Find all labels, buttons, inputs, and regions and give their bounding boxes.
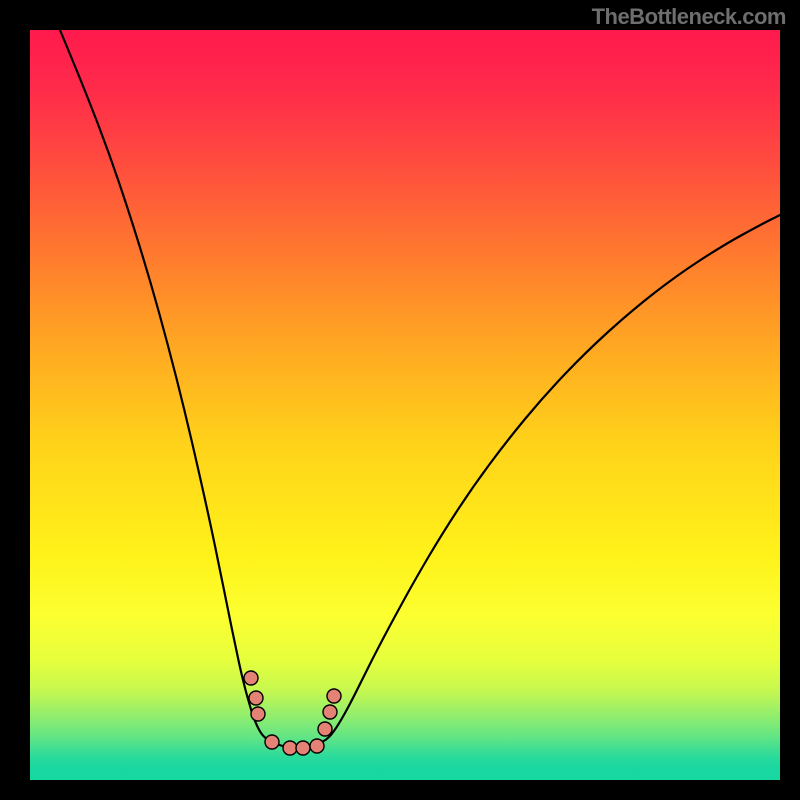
curve-marker [310, 739, 324, 753]
chart-container: TheBottleneck.com [0, 0, 800, 800]
curve-marker [265, 735, 279, 749]
plot-background [30, 30, 780, 780]
watermark-text: TheBottleneck.com [592, 4, 786, 30]
curve-marker [251, 707, 265, 721]
curve-marker [327, 689, 341, 703]
curve-marker [323, 705, 337, 719]
curve-marker [283, 741, 297, 755]
curve-marker [244, 671, 258, 685]
curve-marker [318, 722, 332, 736]
curve-marker [296, 741, 310, 755]
curve-marker [249, 691, 263, 705]
bottleneck-chart-svg [0, 0, 800, 800]
